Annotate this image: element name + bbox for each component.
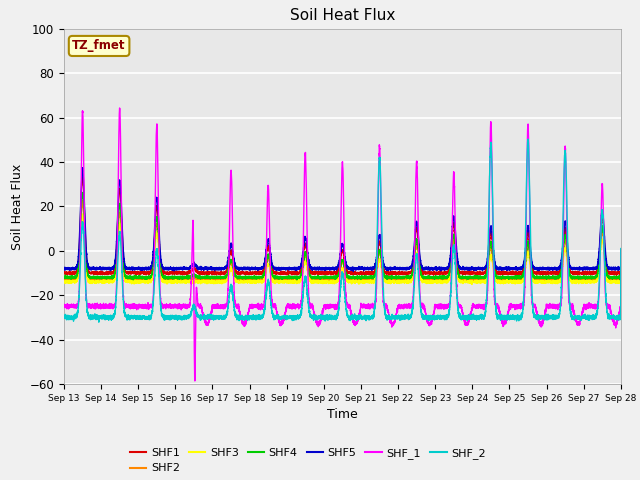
Title: Soil Heat Flux: Soil Heat Flux xyxy=(290,9,395,24)
SHF3 xyxy=(79,211,86,217)
SHF4 xyxy=(79,190,86,195)
SHF1 xyxy=(587,270,595,276)
SHF_2 xyxy=(95,319,102,325)
SHF3 xyxy=(468,282,476,288)
SHF1 xyxy=(324,270,332,276)
SHF_2 xyxy=(524,136,532,142)
SHF5 xyxy=(250,266,257,272)
SHF1 xyxy=(594,267,602,273)
Line: SHF_2: SHF_2 xyxy=(64,139,621,322)
SHF_2 xyxy=(60,314,68,320)
SHF4 xyxy=(594,271,602,276)
SHF5 xyxy=(587,266,595,272)
SHF2 xyxy=(617,248,625,253)
Line: SHF3: SHF3 xyxy=(64,214,621,285)
SHF5 xyxy=(483,259,491,265)
SHF2 xyxy=(60,276,68,282)
SHF4 xyxy=(587,276,595,281)
SHF2 xyxy=(467,276,475,282)
SHF_1 xyxy=(191,378,198,384)
SHF3 xyxy=(594,275,602,280)
SHF2 xyxy=(138,279,145,285)
SHF_1 xyxy=(483,298,491,303)
SHF3 xyxy=(324,279,332,285)
SHF1 xyxy=(250,270,257,276)
SHF2 xyxy=(79,197,86,203)
SHF4 xyxy=(250,275,257,281)
SHF1 xyxy=(483,264,491,270)
SHF_1 xyxy=(60,303,68,309)
Line: SHF4: SHF4 xyxy=(64,192,621,280)
SHF4 xyxy=(129,277,137,283)
SHF5 xyxy=(349,269,357,275)
Text: TZ_fmet: TZ_fmet xyxy=(72,39,126,52)
SHF4 xyxy=(617,248,625,253)
SHF2 xyxy=(324,277,332,283)
SHF3 xyxy=(467,279,475,285)
SHF5 xyxy=(60,266,68,272)
X-axis label: Time: Time xyxy=(327,408,358,421)
SHF3 xyxy=(60,279,68,285)
SHF3 xyxy=(483,276,491,282)
SHF1 xyxy=(467,270,475,276)
SHF5 xyxy=(617,248,625,253)
SHF_2 xyxy=(467,314,475,320)
SHF1 xyxy=(617,249,625,255)
SHF_2 xyxy=(587,314,595,320)
Line: SHF2: SHF2 xyxy=(64,200,621,282)
Line: SHF1: SHF1 xyxy=(64,177,621,275)
SHF5 xyxy=(594,262,602,267)
SHF4 xyxy=(483,270,491,276)
SHF3 xyxy=(617,249,625,254)
SHF_2 xyxy=(594,308,602,314)
Legend: SHF1, SHF2, SHF3, SHF4, SHF5, SHF_1, SHF_2: SHF1, SHF2, SHF3, SHF4, SHF5, SHF_1, SHF… xyxy=(125,444,490,478)
SHF3 xyxy=(250,279,257,285)
SHF2 xyxy=(250,276,257,282)
SHF_1 xyxy=(587,304,595,310)
SHF_1 xyxy=(594,303,602,309)
SHF5 xyxy=(324,266,332,272)
SHF_1 xyxy=(467,309,475,314)
SHF_1 xyxy=(617,247,625,252)
SHF4 xyxy=(467,275,475,280)
SHF5 xyxy=(467,264,475,270)
Line: SHF5: SHF5 xyxy=(64,168,621,272)
Line: SHF_1: SHF_1 xyxy=(64,108,621,381)
SHF_1 xyxy=(250,304,257,310)
SHF1 xyxy=(60,270,68,276)
SHF_1 xyxy=(324,303,332,309)
SHF_2 xyxy=(617,246,625,252)
SHF_2 xyxy=(250,312,257,318)
SHF1 xyxy=(79,174,86,180)
SHF4 xyxy=(60,274,68,280)
SHF2 xyxy=(594,274,602,279)
SHF_2 xyxy=(483,291,491,297)
SHF2 xyxy=(587,276,595,281)
SHF5 xyxy=(79,165,86,171)
SHF_2 xyxy=(324,315,332,321)
SHF1 xyxy=(612,272,620,278)
SHF3 xyxy=(587,280,595,286)
SHF2 xyxy=(483,272,491,278)
SHF4 xyxy=(324,275,332,281)
Y-axis label: Soil Heat Flux: Soil Heat Flux xyxy=(11,163,24,250)
SHF_1 xyxy=(116,105,124,111)
